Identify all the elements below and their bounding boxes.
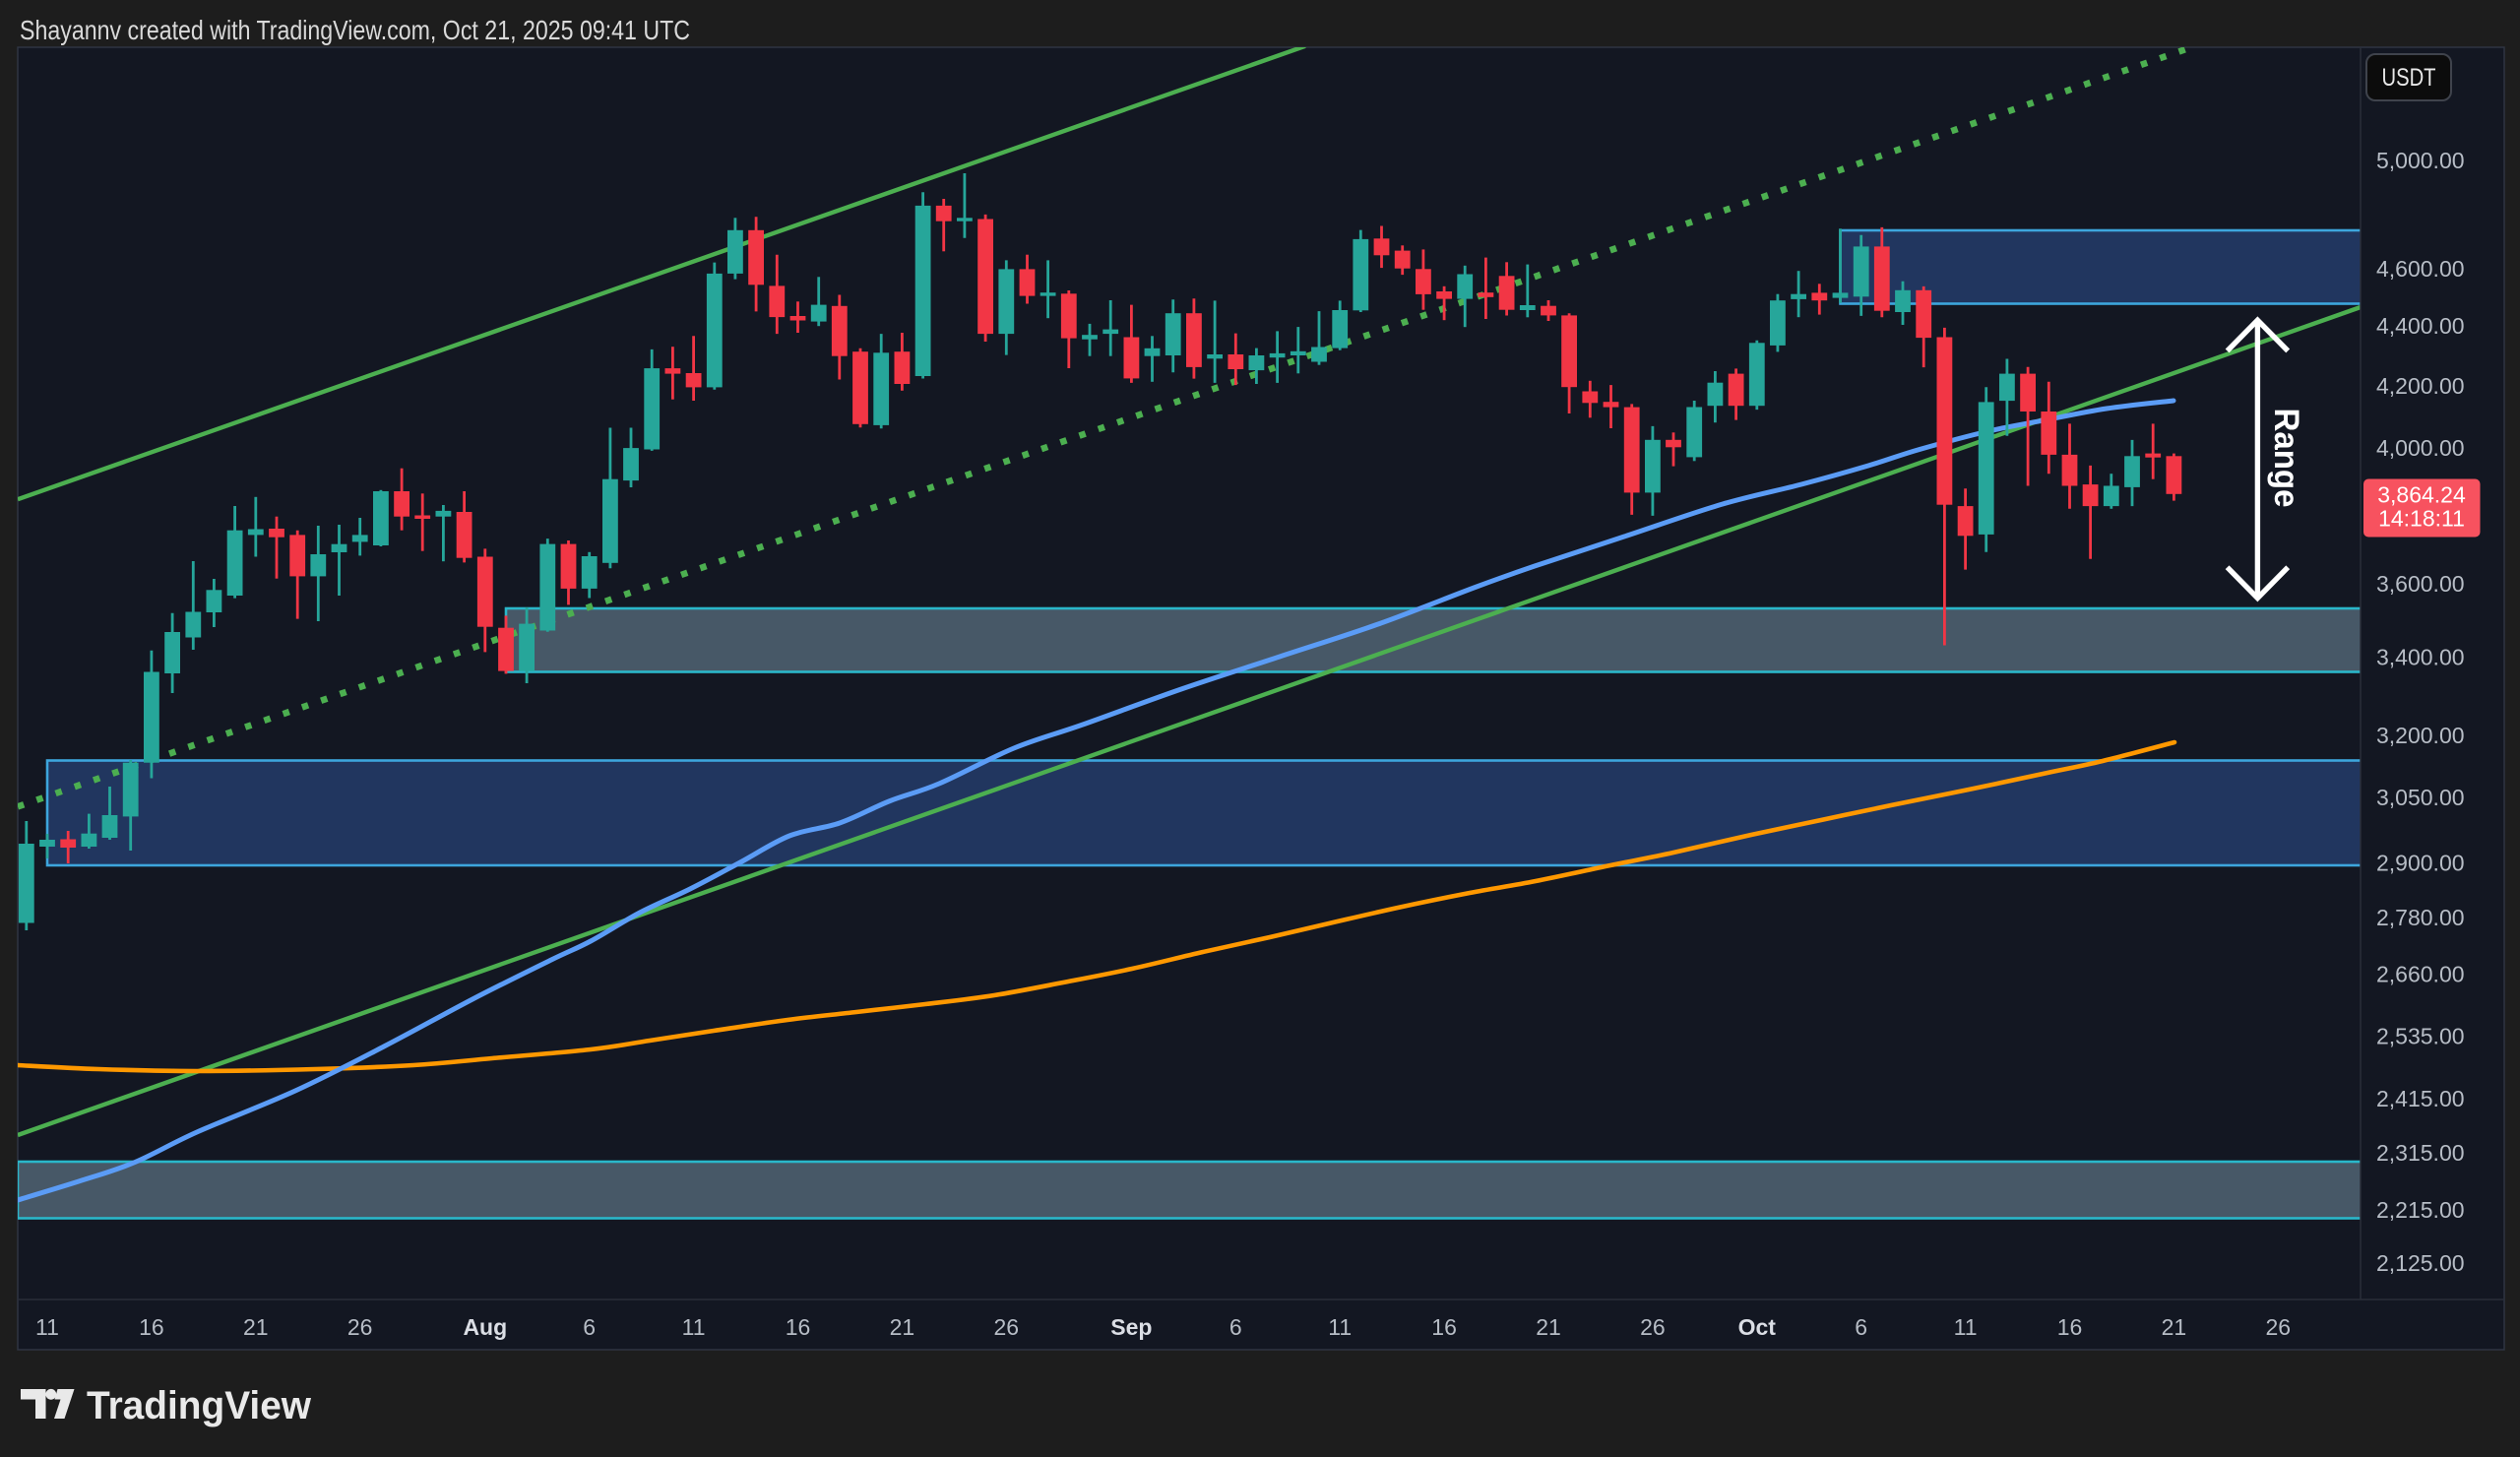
svg-text:6: 6 [1229,1314,1242,1340]
svg-text:3,864.24: 3,864.24 [2377,482,2466,508]
svg-text:4,600.00: 4,600.00 [2376,256,2465,282]
svg-text:14:18:11: 14:18:11 [2378,506,2465,532]
svg-text:4,000.00: 4,000.00 [2376,435,2465,461]
svg-text:2,900.00: 2,900.00 [2376,851,2465,876]
svg-text:3,050.00: 3,050.00 [2376,785,2465,810]
svg-text:26: 26 [2266,1314,2292,1340]
svg-text:21: 21 [890,1314,915,1340]
svg-text:16: 16 [1431,1314,1457,1340]
svg-text:6: 6 [583,1314,596,1340]
svg-text:21: 21 [1536,1314,1561,1340]
svg-text:2,315.00: 2,315.00 [2376,1140,2465,1166]
svg-text:11: 11 [682,1314,706,1340]
svg-text:2,660.00: 2,660.00 [2376,962,2465,987]
svg-text:11: 11 [1328,1314,1352,1340]
svg-text:Shayannv created with TradingV: Shayannv created with TradingView.com, O… [20,15,690,45]
svg-text:Aug: Aug [463,1314,507,1340]
svg-text:11: 11 [35,1314,59,1340]
svg-text:4,400.00: 4,400.00 [2376,313,2465,339]
svg-text:2,415.00: 2,415.00 [2376,1086,2465,1111]
svg-text:26: 26 [1640,1314,1666,1340]
svg-text:16: 16 [139,1314,164,1340]
svg-text:21: 21 [243,1314,269,1340]
svg-text:5,000.00: 5,000.00 [2376,148,2465,173]
svg-text:2,215.00: 2,215.00 [2376,1197,2465,1223]
svg-text:21: 21 [2162,1314,2187,1340]
svg-text:11: 11 [1954,1314,1978,1340]
svg-text:2,780.00: 2,780.00 [2376,905,2465,930]
svg-text:16: 16 [786,1314,811,1340]
svg-text:USDT: USDT [2382,64,2436,92]
svg-text:TradingView: TradingView [87,1384,312,1427]
svg-text:3,200.00: 3,200.00 [2376,723,2465,748]
svg-text:16: 16 [2057,1314,2083,1340]
svg-text:Oct: Oct [1738,1314,1777,1340]
svg-text:6: 6 [1855,1314,1867,1340]
svg-text:Sep: Sep [1110,1314,1152,1340]
svg-text:4,200.00: 4,200.00 [2376,373,2465,399]
svg-text:3,400.00: 3,400.00 [2376,645,2465,670]
svg-text:Range: Range [2267,409,2305,508]
svg-text:26: 26 [347,1314,373,1340]
svg-text:26: 26 [994,1314,1020,1340]
svg-text:2,535.00: 2,535.00 [2376,1024,2465,1049]
svg-text:2,125.00: 2,125.00 [2376,1250,2465,1276]
svg-text:3,600.00: 3,600.00 [2376,571,2465,597]
